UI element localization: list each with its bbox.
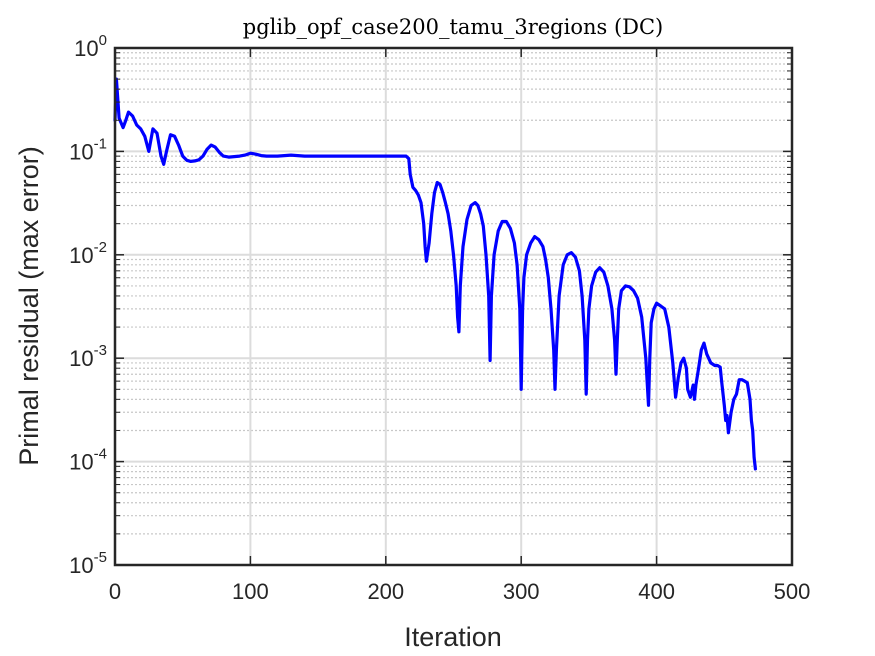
x-tick-label: 200 <box>367 579 404 604</box>
x-tick-label: 0 <box>109 579 121 604</box>
x-tick-labels: 0 100 200 300 400 500 <box>109 579 810 604</box>
series-line <box>113 77 758 471</box>
y-axis-title: Primal residual (max error) <box>14 146 44 466</box>
y-tick-label: 100 <box>74 32 107 61</box>
y-tick-label: 10-3 <box>69 342 107 371</box>
chart-title: pglib_opf_case200_tamu_3regions (DC) <box>243 15 663 39</box>
x-tick-label: 300 <box>503 579 540 604</box>
y-tick-label: 10-1 <box>69 135 107 164</box>
y-tick-labels: 10-5 10-4 10-3 10-2 10-1 100 <box>69 32 107 578</box>
series-layer <box>113 77 758 471</box>
x-tick-label: 400 <box>638 579 675 604</box>
x-tick-label: 500 <box>774 579 811 604</box>
plot-background <box>115 48 792 565</box>
plot-frame <box>113 46 794 567</box>
tick-marks <box>114 47 793 566</box>
y-tick-label: 10-2 <box>69 239 107 268</box>
y-tick-label: 10-5 <box>69 549 107 578</box>
y-tick-label: 10-4 <box>69 446 107 475</box>
x-tick-label: 100 <box>232 579 269 604</box>
x-axis-title: Iteration <box>404 622 502 652</box>
